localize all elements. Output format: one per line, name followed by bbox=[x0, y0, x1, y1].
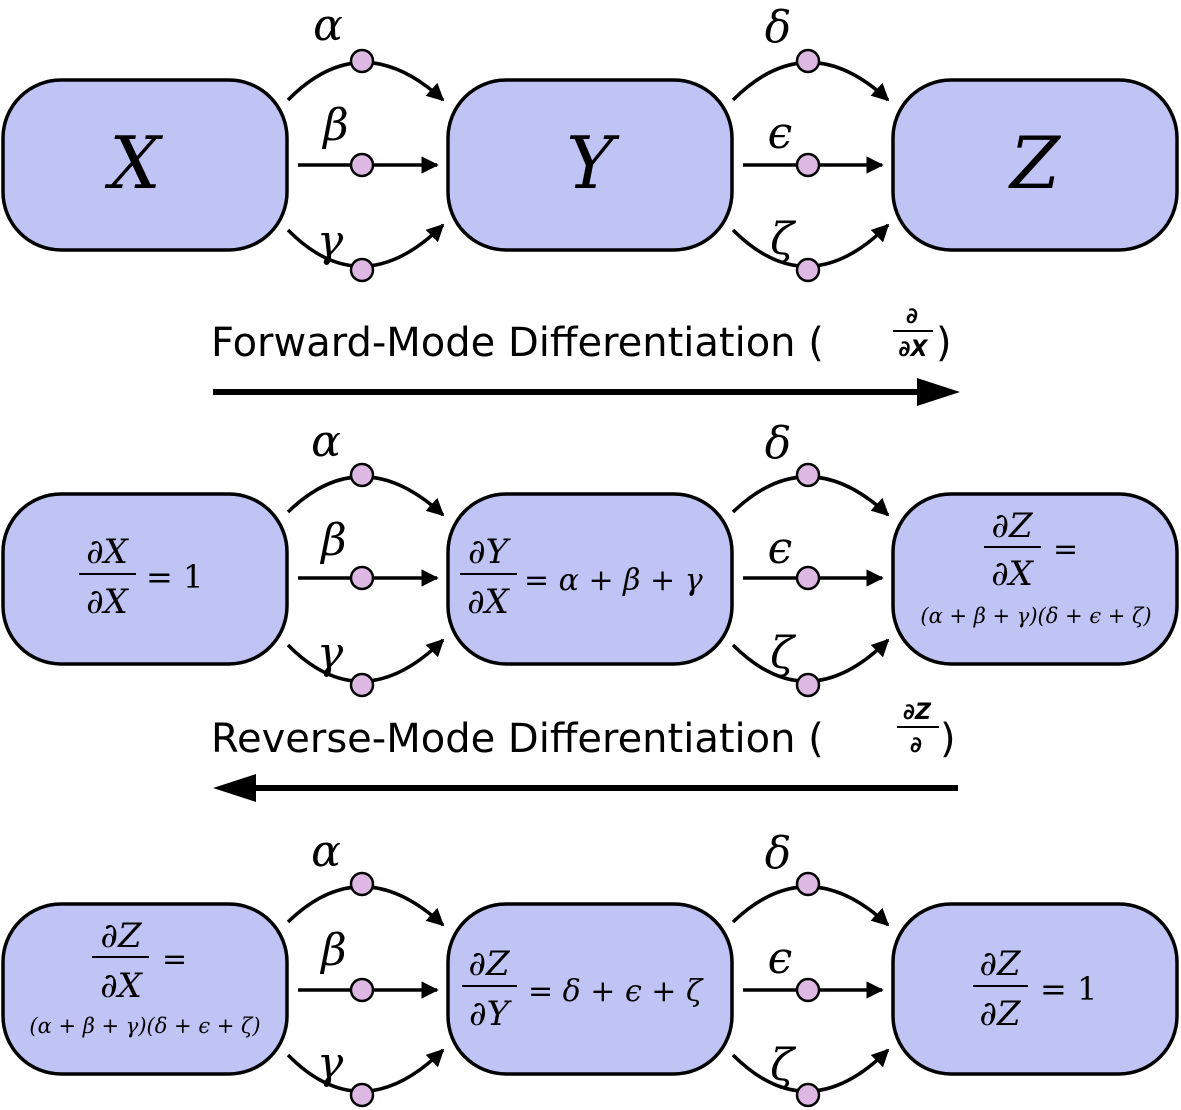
reverse-close-paren: ) bbox=[940, 716, 956, 762]
label-delta: δ bbox=[765, 2, 792, 53]
edge-delta-dot bbox=[795, 871, 821, 897]
forward-frac-numerator: ∂ bbox=[906, 304, 918, 329]
node-y-label: Y bbox=[566, 121, 620, 205]
node-x-label: X bbox=[104, 121, 163, 205]
panel-1: X Y Z α β γ δ ϵ bbox=[1, 0, 1179, 283]
node-dz-dz: ∂Z ∂Z = 1 bbox=[891, 902, 1179, 1076]
edges-y-to-z-2: δ ϵ ζ bbox=[731, 418, 890, 698]
dz-dx-equals: = bbox=[1053, 532, 1078, 567]
label-zeta: ζ bbox=[770, 628, 797, 679]
panel-2: ∂X ∂X = 1 ∂Y ∂X = α + β + γ ∂Z ∂X = (α +… bbox=[1, 416, 1179, 698]
panel-3: ∂Z ∂X = (α + β + γ)(δ + ϵ + ζ) ∂Z ∂Y = δ… bbox=[1, 826, 1179, 1108]
dz-dx-rev-equals: = bbox=[162, 942, 187, 977]
node-dz-dx-rev: ∂Z ∂X = (α + β + γ)(δ + ϵ + ζ) bbox=[1, 902, 289, 1076]
dz-dy-denominator: ∂Y bbox=[469, 994, 513, 1034]
dz-dy-rhs: = δ + ϵ + ζ bbox=[528, 974, 704, 1009]
dy-dx-rhs: = α + β + γ bbox=[524, 563, 703, 598]
label-zeta: ζ bbox=[770, 1040, 797, 1091]
dx-dx-denominator: ∂X bbox=[86, 582, 130, 622]
edge-gamma-dot bbox=[349, 1082, 375, 1108]
node-dz-dx: ∂Z ∂X = (α + β + γ)(δ + ϵ + ζ) bbox=[891, 492, 1179, 666]
edge-beta-dot bbox=[349, 152, 375, 178]
label-epsilon: ϵ bbox=[768, 108, 793, 159]
reverse-caption: Reverse-Mode Differentiation ( bbox=[211, 716, 824, 762]
label-delta: δ bbox=[765, 418, 792, 469]
label-alpha: α bbox=[313, 0, 343, 51]
edge-beta-dot bbox=[349, 565, 375, 591]
label-alpha: α bbox=[311, 416, 341, 467]
label-epsilon: ϵ bbox=[768, 523, 793, 574]
node-x: X bbox=[1, 78, 289, 252]
dz-dx-numerator: ∂Z bbox=[991, 506, 1034, 546]
edge-delta-dot bbox=[795, 48, 821, 74]
node-y: Y bbox=[446, 78, 734, 252]
label-delta: δ bbox=[765, 828, 792, 879]
label-gamma: γ bbox=[317, 216, 344, 267]
edges-y-to-z-3: δ ϵ ζ bbox=[731, 828, 890, 1108]
reverse-frac-denominator: ∂ bbox=[910, 733, 922, 758]
edge-zeta-dot bbox=[795, 257, 821, 283]
label-alpha: α bbox=[311, 826, 341, 877]
dz-dy-numerator: ∂Z bbox=[468, 944, 511, 984]
forward-close-paren: ) bbox=[936, 320, 952, 366]
forward-frac-denominator: ∂X bbox=[899, 337, 929, 362]
edge-gamma-dot bbox=[349, 672, 375, 698]
node-dx-dx: ∂X ∂X = 1 bbox=[1, 492, 289, 666]
edge-zeta-dot bbox=[795, 672, 821, 698]
dz-dx-rev-denominator: ∂X bbox=[100, 966, 144, 1006]
node-dz-dy: ∂Z ∂Y = δ + ϵ + ζ bbox=[446, 902, 734, 1076]
edge-alpha-dot bbox=[349, 462, 375, 488]
edge-zeta-dot bbox=[795, 1082, 821, 1108]
dz-dx-rev-expression: (α + β + γ)(δ + ϵ + ζ) bbox=[29, 1014, 260, 1038]
node-z-label: Z bbox=[1008, 121, 1062, 205]
edge-beta-dot bbox=[349, 977, 375, 1003]
edges-x-to-y-3: α β γ bbox=[286, 826, 445, 1108]
node-dy-dx: ∂Y ∂X = α + β + γ bbox=[446, 492, 734, 666]
edge-alpha-dot bbox=[349, 871, 375, 897]
dx-dx-rhs: = 1 bbox=[146, 558, 203, 596]
label-epsilon: ϵ bbox=[768, 933, 793, 984]
dz-dx-rev-numerator: ∂Z bbox=[100, 916, 143, 956]
reverse-mode-section: Reverse-Mode Differentiation ( ∂Z ∂ ) bbox=[211, 700, 958, 802]
label-gamma: γ bbox=[317, 628, 344, 679]
edges-x-to-y-2: α β γ bbox=[286, 416, 445, 698]
edge-alpha-dot bbox=[349, 48, 375, 74]
label-beta: β bbox=[321, 100, 348, 151]
dz-dx-denominator: ∂X bbox=[991, 554, 1035, 594]
node-z: Z bbox=[891, 78, 1179, 252]
label-beta: β bbox=[319, 515, 346, 566]
edges-x-to-y: α β γ bbox=[286, 0, 445, 283]
edge-delta-dot bbox=[795, 462, 821, 488]
edge-epsilon-dot bbox=[795, 565, 821, 591]
reverse-arrow-head bbox=[213, 774, 256, 802]
dy-dx-numerator: ∂Y bbox=[468, 532, 512, 572]
edge-gamma-dot bbox=[349, 257, 375, 283]
dz-dz-rhs: = 1 bbox=[1040, 970, 1097, 1008]
label-zeta: ζ bbox=[770, 214, 797, 265]
dz-dx-expression: (α + β + γ)(δ + ϵ + ζ) bbox=[920, 604, 1151, 628]
forward-arrow-head bbox=[917, 378, 960, 406]
label-gamma: γ bbox=[317, 1038, 344, 1089]
reverse-frac-numerator: ∂Z bbox=[903, 700, 932, 725]
dz-dz-numerator: ∂Z bbox=[979, 944, 1022, 984]
forward-mode-section: Forward-Mode Differentiation ( ∂ ∂X ) bbox=[211, 304, 960, 406]
edge-epsilon-dot bbox=[795, 152, 821, 178]
label-beta: β bbox=[319, 925, 346, 976]
forward-caption: Forward-Mode Differentiation ( bbox=[211, 320, 824, 366]
dz-dz-denominator: ∂Z bbox=[979, 994, 1022, 1034]
edges-y-to-z: δ ϵ ζ bbox=[731, 2, 890, 283]
edge-epsilon-dot bbox=[795, 977, 821, 1003]
dx-dx-numerator: ∂X bbox=[86, 532, 130, 572]
dy-dx-denominator: ∂X bbox=[467, 582, 511, 622]
